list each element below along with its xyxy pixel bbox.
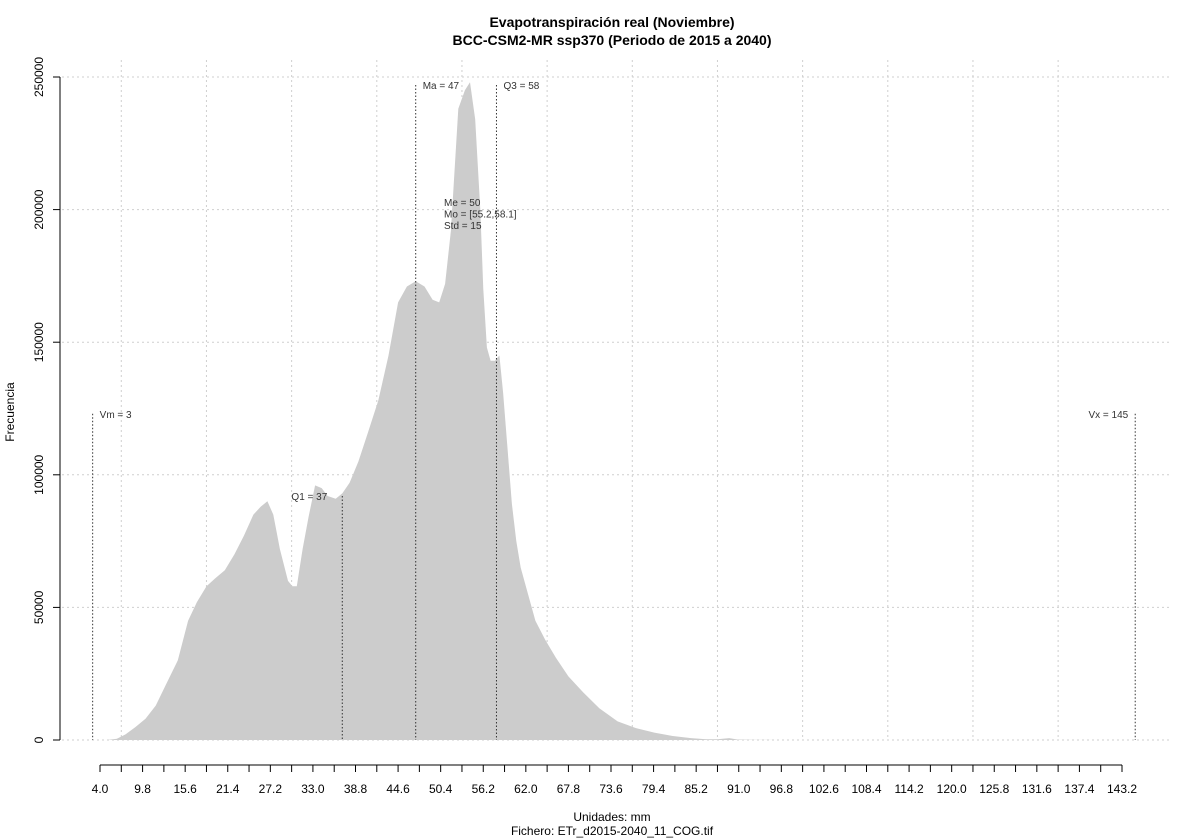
stat-label: Mo = [55.2,58.1]: [444, 210, 517, 221]
frequency-area: [100, 82, 1122, 741]
x-axis: 4.0 9.8 15.6 21.4 27.2 33.0 38.8 44.6 50.4 56.2 62…: [92, 764, 1137, 796]
x-tick-label: 56.2: [472, 782, 496, 796]
x-tick-label: 91.0: [727, 782, 751, 796]
chart-subtitle: BCC-CSM2-MR ssp370 (Periodo de 2015 a 20…: [453, 32, 772, 48]
x-tick-label: 38.8: [344, 782, 368, 796]
marker-label: Vx = 145: [1088, 410, 1128, 421]
x-tick-label: 9.8: [134, 782, 151, 796]
marker-label: Q3 = 58: [503, 81, 539, 92]
stat-label: Me = 50: [444, 198, 481, 209]
x-tick-label: 131.6: [1022, 782, 1052, 796]
stat-label: Std = 15: [444, 221, 482, 232]
x-axis-label: Unidades: mm: [573, 810, 650, 824]
x-tick-label: 120.0: [937, 782, 967, 796]
y-axis-label: Frecuencia: [3, 382, 17, 442]
file-name-label: Fichero: ETr_d2015-2040_11_COG.tif: [511, 824, 714, 838]
x-tick-label: 67.8: [557, 782, 581, 796]
x-tick-label: 79.4: [642, 782, 666, 796]
x-tick-label: 21.4: [216, 782, 240, 796]
marker-label: Ma = 47: [423, 81, 460, 92]
x-tick-label: 15.6: [173, 782, 197, 796]
x-tick-label: 108.4: [851, 782, 881, 796]
x-tick-label: 44.6: [386, 782, 410, 796]
x-tick-label: 85.2: [684, 782, 708, 796]
y-tick-label: 0: [32, 736, 46, 743]
x-tick-label: 33.0: [301, 782, 325, 796]
marker-label: Vm = 3: [100, 410, 132, 421]
x-tick-label: 27.2: [259, 782, 283, 796]
y-tick-label: 50000: [32, 590, 46, 624]
y-tick-label: 250000: [32, 57, 46, 97]
y-tick-label: 200000: [32, 189, 46, 229]
x-tick-label: 96.8: [770, 782, 794, 796]
x-tick-label: 62.0: [514, 782, 538, 796]
x-tick-label: 4.0: [92, 782, 109, 796]
x-tick-label: 125.8: [979, 782, 1009, 796]
x-tick-label: 73.6: [599, 782, 623, 796]
x-tick-label: 50.4: [429, 782, 453, 796]
y-axis: 0 50000 100000 150000 200000 250000: [32, 57, 61, 743]
y-tick-label: 100000: [32, 454, 46, 494]
marker-label: Q1 = 37: [291, 492, 327, 503]
chart-title: Evapotranspiración real (Noviembre): [489, 14, 734, 30]
stat-markers: Vm = 3 Q1 = 37 Ma = 47 Q3 = 58 Vx = 145: [92, 81, 1136, 740]
x-tick-label: 102.6: [809, 782, 839, 796]
x-tick-label: 137.4: [1064, 782, 1094, 796]
y-tick-label: 150000: [32, 322, 46, 362]
x-tick-label: 114.2: [895, 782, 924, 796]
x-tick-label: 143.2: [1107, 782, 1137, 796]
